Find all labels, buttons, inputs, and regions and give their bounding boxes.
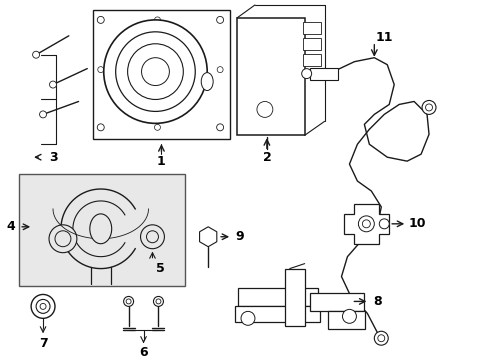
- Circle shape: [33, 51, 40, 58]
- Text: 11: 11: [375, 31, 392, 44]
- Circle shape: [421, 100, 435, 114]
- Circle shape: [49, 81, 57, 88]
- Bar: [93, 10, 230, 139]
- Circle shape: [126, 299, 131, 304]
- Circle shape: [425, 104, 431, 111]
- Circle shape: [141, 58, 169, 86]
- Ellipse shape: [90, 214, 111, 244]
- Circle shape: [358, 216, 373, 232]
- Text: 9: 9: [235, 230, 244, 243]
- Circle shape: [217, 67, 223, 73]
- Circle shape: [49, 225, 77, 253]
- Bar: [238, 288, 317, 306]
- Circle shape: [123, 296, 133, 306]
- Circle shape: [40, 303, 46, 309]
- Text: 6: 6: [139, 346, 147, 359]
- Circle shape: [146, 231, 158, 243]
- Circle shape: [216, 124, 223, 131]
- Circle shape: [55, 231, 71, 247]
- Circle shape: [97, 124, 104, 131]
- Polygon shape: [344, 204, 388, 244]
- Bar: [302, 38, 320, 50]
- Text: 10: 10: [407, 217, 425, 230]
- Circle shape: [256, 102, 272, 117]
- Circle shape: [241, 311, 254, 325]
- Bar: [302, 22, 320, 34]
- Circle shape: [216, 17, 223, 23]
- Circle shape: [40, 111, 46, 118]
- Bar: [19, 174, 185, 285]
- Circle shape: [373, 331, 387, 345]
- Text: 3: 3: [49, 151, 57, 164]
- Circle shape: [127, 44, 183, 99]
- Text: 5: 5: [156, 262, 164, 275]
- Bar: [237, 18, 304, 135]
- Circle shape: [342, 309, 356, 323]
- Text: 1: 1: [157, 155, 165, 168]
- Text: 2: 2: [262, 151, 271, 164]
- Circle shape: [301, 69, 311, 78]
- Bar: [309, 293, 364, 311]
- Circle shape: [154, 124, 160, 130]
- Circle shape: [379, 219, 388, 229]
- Bar: [309, 68, 337, 80]
- Circle shape: [154, 17, 160, 23]
- Ellipse shape: [201, 73, 213, 90]
- Text: 4: 4: [7, 220, 16, 233]
- Bar: [235, 306, 319, 322]
- Circle shape: [377, 335, 384, 342]
- Circle shape: [362, 220, 369, 228]
- Bar: [327, 311, 365, 329]
- Circle shape: [36, 300, 50, 313]
- Circle shape: [116, 32, 195, 111]
- Circle shape: [103, 20, 207, 123]
- Circle shape: [140, 225, 164, 249]
- Circle shape: [153, 296, 163, 306]
- Bar: [284, 269, 304, 326]
- Circle shape: [31, 294, 55, 318]
- Circle shape: [156, 299, 161, 304]
- Bar: [302, 54, 320, 66]
- Circle shape: [98, 67, 103, 73]
- Text: 7: 7: [39, 337, 47, 350]
- Text: 8: 8: [372, 295, 381, 308]
- Circle shape: [97, 17, 104, 23]
